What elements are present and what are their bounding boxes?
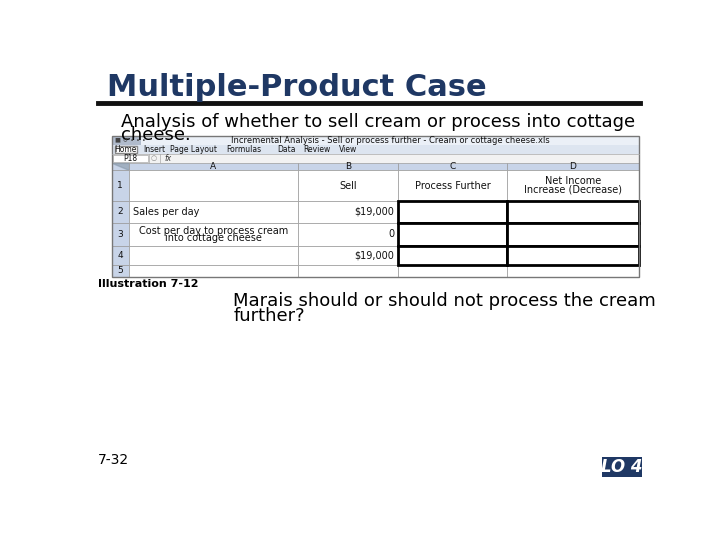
Text: Sales per day: Sales per day — [132, 207, 199, 217]
Polygon shape — [112, 163, 129, 170]
Text: Increase (Decrease): Increase (Decrease) — [524, 184, 622, 194]
Text: D: D — [570, 162, 576, 171]
Text: Sell: Sell — [339, 181, 357, 191]
Text: Page Layout: Page Layout — [170, 145, 217, 154]
Text: Home: Home — [114, 145, 137, 154]
Text: into cottage cheese: into cottage cheese — [165, 233, 261, 244]
Bar — [129, 222, 297, 246]
Text: Review: Review — [303, 145, 330, 154]
Bar — [112, 246, 129, 265]
Text: C: C — [449, 162, 456, 171]
Text: ○: ○ — [150, 156, 157, 161]
Text: ■ ↺ ∙ ∙ ∙: ■ ↺ ∙ ∙ ∙ — [114, 138, 145, 143]
Bar — [398, 201, 507, 222]
Bar — [398, 246, 507, 265]
Text: 4: 4 — [117, 251, 123, 260]
Text: cheese.: cheese. — [121, 126, 191, 144]
Text: LO 4: LO 4 — [601, 458, 642, 476]
Text: A: A — [210, 162, 216, 171]
Text: P18: P18 — [123, 154, 138, 163]
Text: View: View — [339, 145, 357, 154]
Bar — [507, 246, 639, 265]
Bar — [398, 170, 507, 201]
Text: Process Further: Process Further — [415, 181, 490, 191]
Text: 7-32: 7-32 — [98, 453, 129, 467]
Text: Incremental Analysis - Sell or process further - Cream or cottage cheese.xls: Incremental Analysis - Sell or process f… — [230, 136, 549, 145]
Bar — [129, 246, 297, 265]
Bar — [129, 163, 297, 170]
Bar — [113, 155, 148, 162]
Bar — [112, 136, 141, 145]
Text: further?: further? — [233, 307, 305, 325]
Bar — [297, 170, 398, 201]
Bar — [297, 246, 398, 265]
Bar — [507, 170, 639, 201]
Bar — [129, 265, 297, 276]
Bar — [112, 145, 639, 154]
Text: 5: 5 — [117, 266, 123, 275]
Text: $19,000: $19,000 — [355, 251, 395, 260]
Bar — [114, 146, 137, 153]
Bar — [398, 201, 507, 222]
Text: B: B — [345, 162, 351, 171]
Bar — [112, 136, 639, 276]
Text: Marais should or should not process the cream: Marais should or should not process the … — [233, 292, 656, 310]
Bar — [507, 246, 639, 265]
Bar — [112, 163, 129, 170]
Bar — [398, 222, 507, 246]
Text: Illustration 7-12: Illustration 7-12 — [98, 279, 198, 289]
Text: Insert: Insert — [143, 145, 166, 154]
Text: Cost per day to process cream: Cost per day to process cream — [139, 226, 288, 236]
Text: $19,000: $19,000 — [355, 207, 395, 217]
Bar — [112, 154, 639, 163]
Bar — [297, 222, 398, 246]
Text: Formulas: Formulas — [226, 145, 261, 154]
Text: 1: 1 — [117, 181, 123, 190]
Bar — [112, 265, 129, 276]
Bar — [507, 222, 639, 246]
Text: fx: fx — [164, 154, 171, 163]
Text: 2: 2 — [117, 207, 123, 217]
Bar — [297, 163, 398, 170]
Bar — [398, 265, 507, 276]
Bar — [129, 170, 297, 201]
Text: Analysis of whether to sell cream or process into cottage: Analysis of whether to sell cream or pro… — [121, 112, 635, 131]
Bar — [507, 265, 639, 276]
Bar — [507, 201, 639, 222]
Bar — [112, 136, 639, 145]
Text: Data: Data — [276, 145, 295, 154]
Bar — [507, 163, 639, 170]
Bar — [112, 201, 129, 222]
Bar — [601, 457, 642, 477]
Text: 3: 3 — [117, 230, 123, 239]
Bar — [507, 222, 639, 246]
Bar — [112, 222, 129, 246]
Bar — [297, 265, 398, 276]
Bar — [129, 201, 297, 222]
Bar — [398, 222, 507, 246]
Text: 0: 0 — [389, 229, 395, 239]
Text: Net Income: Net Income — [545, 176, 601, 186]
Bar — [297, 201, 398, 222]
Bar — [398, 246, 507, 265]
Bar — [112, 170, 129, 201]
Text: Multiple-Product Case: Multiple-Product Case — [107, 72, 487, 102]
Bar — [398, 163, 507, 170]
Bar — [507, 201, 639, 222]
